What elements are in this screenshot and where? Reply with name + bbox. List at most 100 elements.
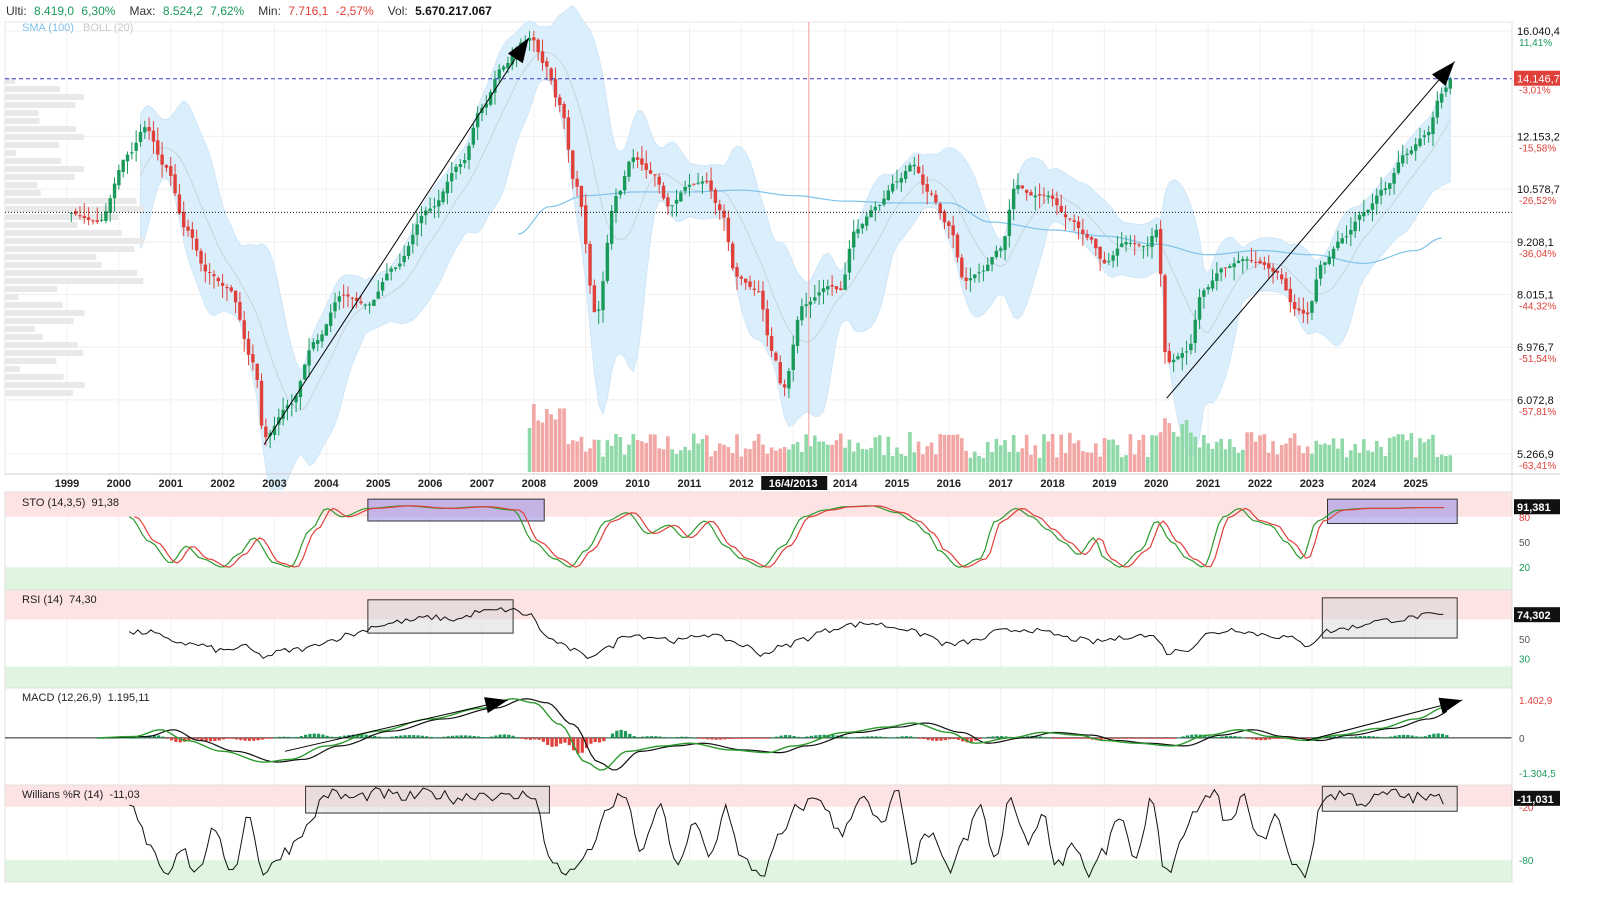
volume-bar <box>1336 448 1340 472</box>
macd-hist-bar <box>848 737 852 739</box>
macd-hist-bar <box>965 737 969 743</box>
candle-body <box>787 371 791 389</box>
volume-profile-bar <box>5 150 17 156</box>
macd-hist-bar <box>420 735 424 738</box>
candle-body <box>549 68 553 81</box>
last-label: Ulti: <box>6 4 27 18</box>
candle-body <box>212 274 216 277</box>
candle-body <box>670 205 674 207</box>
candle-body <box>255 363 259 380</box>
macd-hist-bar <box>1034 735 1038 738</box>
macd-hist-bar <box>796 736 801 738</box>
candle-body <box>402 255 406 263</box>
macd-hist-bar <box>304 734 308 738</box>
candle-body <box>376 291 380 299</box>
candle-body <box>1128 242 1133 244</box>
sto-tick-20: 20 <box>1519 563 1531 574</box>
macd-hist-bar <box>1004 736 1008 738</box>
candle-body <box>1357 214 1362 220</box>
volume-bar <box>765 453 770 472</box>
price-tick-label: 6.072,8 <box>1517 395 1554 407</box>
macd-hist-bar <box>814 735 818 738</box>
macd-hist-bar <box>563 737 567 743</box>
x-tick-label: 2022 <box>1248 478 1272 490</box>
macd-hist-bar <box>278 736 282 738</box>
candle-body <box>964 277 968 281</box>
volume-bar <box>549 414 553 472</box>
macd-hist-bar <box>1129 737 1133 739</box>
macd-hist-bar <box>1432 733 1436 738</box>
candle-body <box>1107 261 1111 263</box>
volume-bar <box>1098 456 1102 472</box>
macd-hist-bar <box>1302 737 1306 739</box>
candle-body <box>324 324 329 336</box>
macd-hist-bar <box>939 737 943 741</box>
volume-bar <box>622 454 627 472</box>
volume-bar <box>903 455 908 472</box>
macd-label[interactable]: MACD (12,26,9) 1.195,11 <box>22 692 150 704</box>
sma-legend[interactable]: SMA (100) <box>22 22 74 34</box>
price-tick-label: 12.153,2 <box>1517 131 1560 143</box>
candle-body <box>406 245 411 257</box>
volume-profile-bar <box>5 278 144 284</box>
volume-bar <box>847 439 852 472</box>
volume-bar <box>1323 443 1327 472</box>
macd-hist-bar <box>494 735 498 738</box>
price-tick-pct: -26,52% <box>1519 196 1556 207</box>
volume-bar <box>717 443 722 472</box>
candle-body <box>1232 263 1236 268</box>
candle-body <box>1431 117 1435 135</box>
candle-body <box>635 157 640 160</box>
macd-hist-bar <box>887 737 891 739</box>
wr-tick-20: -20 <box>1519 803 1534 814</box>
volume-bar <box>1197 447 1202 472</box>
volume-bar <box>691 433 696 472</box>
candle-body <box>182 211 186 228</box>
wr-overbought-zone <box>5 785 1512 807</box>
candle-body <box>190 229 195 238</box>
volume-bar <box>800 451 804 472</box>
macd-hist-bar <box>576 737 580 754</box>
macd-hist-bar <box>1354 736 1358 738</box>
macd-hist-bar <box>865 736 870 738</box>
volume-bar <box>1042 434 1046 472</box>
macd-hist-bar <box>282 736 286 738</box>
candle-body <box>1392 173 1396 184</box>
candle-body <box>354 297 359 302</box>
macd-hist-bar <box>412 735 416 738</box>
wr-highlight-box <box>1321 785 1458 812</box>
volume-bar <box>882 455 886 472</box>
macd-hist-bar <box>481 736 485 738</box>
volume-bar <box>532 404 536 472</box>
macd-hist-bar <box>688 737 692 739</box>
candle-body <box>821 288 826 293</box>
macd-hist-bar <box>1393 735 1397 738</box>
volume-bar <box>1206 443 1210 472</box>
candle-body <box>1089 237 1094 240</box>
sto-label[interactable]: STO (14,3,5) 91,38 <box>22 497 120 509</box>
volume-profile-bar <box>5 126 77 132</box>
williams-label[interactable]: Willians %R (14) -11,03 <box>22 789 140 801</box>
macd-hist-bar <box>273 737 277 739</box>
volume-profile-bar <box>5 166 85 172</box>
candle-body <box>95 220 99 223</box>
candle-body <box>311 342 316 349</box>
boll-legend[interactable]: BOLL (20) <box>83 22 134 34</box>
macd-hist-bar <box>489 736 494 738</box>
macd-hist-bar <box>632 736 636 738</box>
candle-body <box>1435 100 1440 118</box>
candle-body <box>592 285 597 313</box>
macd-hist-bar <box>628 733 632 738</box>
rsi-label[interactable]: RSI (14) 74,30 <box>22 594 97 606</box>
macd-hist-bar <box>1367 736 1371 738</box>
sto-overbought-zone <box>5 492 1512 517</box>
candle-body <box>303 364 307 380</box>
macd-hist-bar <box>788 735 792 738</box>
candle-body <box>1336 241 1340 249</box>
macd-hist-bar <box>1177 737 1181 739</box>
macd-hist-bar <box>589 737 593 744</box>
volume-bar <box>1240 449 1245 472</box>
volume-bar <box>769 447 774 472</box>
macd-hist-bar <box>1211 736 1215 738</box>
